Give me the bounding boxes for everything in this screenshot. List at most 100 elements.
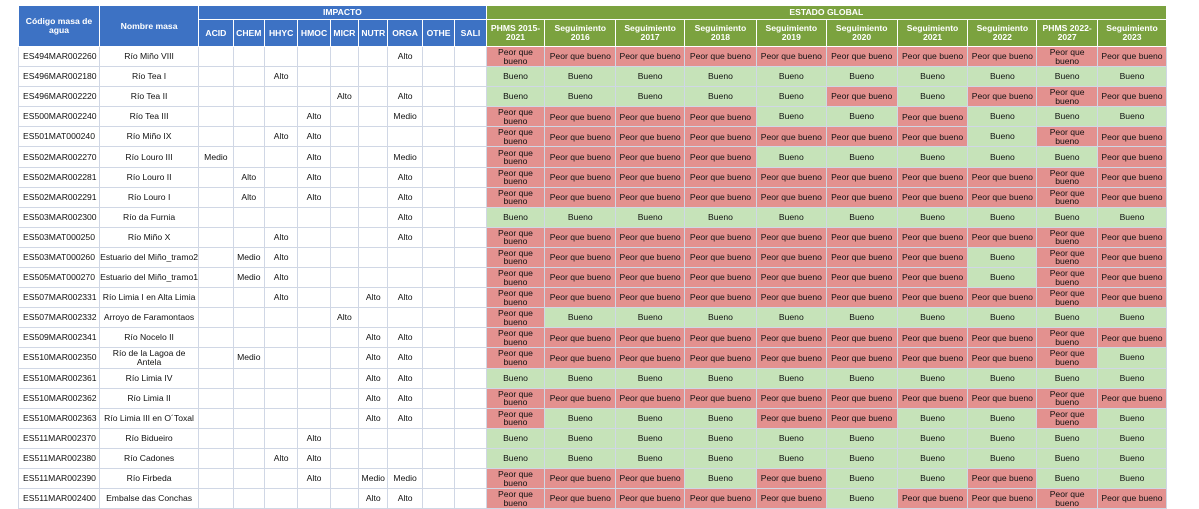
cell-estado: Peor que bueno	[755, 267, 827, 289]
cell-impacto	[454, 45, 487, 68]
cell-estado: Bueno	[967, 307, 1038, 329]
cell-estado: Peor que bueno	[896, 246, 969, 269]
cell-impacto	[454, 367, 487, 389]
cell-estado: Bueno	[1097, 206, 1167, 228]
cell-nombre: Arroyo de Faramontaos	[98, 307, 200, 329]
cell-estado: Bueno	[485, 447, 546, 469]
table-row: ES503MAT000260 Estuario del Miño_tramo2 Me…	[18, 246, 1167, 269]
cell-impacto	[263, 166, 299, 188]
cell-estado: Bueno	[485, 66, 546, 88]
cell-impacto	[358, 267, 389, 289]
cell-estado: Bueno	[896, 407, 969, 429]
cell-estado: Bueno	[615, 447, 686, 469]
cell-estado: Peor que bueno	[967, 166, 1038, 188]
table-row: ES505MAT000270 Estuario del Miño_tramo1 Me…	[18, 267, 1167, 289]
cell-estado: Bueno	[1097, 347, 1167, 369]
cell-estado: Bueno	[896, 66, 969, 88]
cell-impacto	[198, 307, 234, 329]
cell-impacto	[454, 166, 487, 188]
cell-estado: Peor que bueno	[755, 226, 827, 248]
cell-impacto	[329, 367, 360, 389]
cell-estado: Peor que bueno	[755, 347, 827, 369]
header-estado-col: Seguimiento 2018	[684, 19, 757, 47]
table-row: ES511MAR002380 Río Cadones Alto Alto Bueno Bu…	[18, 447, 1167, 469]
cell-impacto: Medio	[232, 246, 265, 269]
cell-nombre: Río Bidueiro	[98, 427, 200, 449]
cell-codigo: ES496MAR002220	[18, 86, 100, 108]
cell-nombre: Río da Furnia	[98, 206, 200, 228]
cell-estado: Peor que bueno	[544, 186, 617, 208]
cell-estado: Peor que bueno	[825, 226, 898, 248]
cell-estado: Peor que bueno	[684, 488, 757, 509]
cell-estado: Peor que bueno	[755, 45, 827, 68]
cell-nombre: Estuario del Miño_tramo1	[98, 267, 200, 289]
cell-estado: Peor que bueno	[1036, 86, 1099, 108]
table-row: ES510MAR002361 Río Limia IV Alto Alto Bueno B…	[18, 367, 1167, 389]
cell-impacto	[263, 86, 299, 108]
table-row: ES502MAR002281 Río Louro II Alto Alto Alto Pe…	[18, 166, 1167, 188]
table-row: ES494MAR002260 Río Miño VIII Alto Peor que …	[18, 45, 1167, 68]
cell-estado: Peor que bueno	[1097, 146, 1167, 168]
cell-estado: Peor que bueno	[485, 106, 546, 128]
table-row: ES509MAR002341 Río Nocelo II Alto Alto Peor …	[18, 327, 1167, 349]
cell-impacto	[232, 367, 265, 389]
cell-estado: Bueno	[1097, 307, 1167, 329]
cell-estado: Peor que bueno	[615, 467, 686, 490]
cell-impacto	[454, 327, 487, 349]
cell-estado: Bueno	[1097, 467, 1167, 490]
cell-estado: Peor que bueno	[684, 126, 757, 148]
cell-estado: Peor que bueno	[825, 287, 898, 309]
cell-impacto: Alto	[297, 106, 331, 128]
cell-impacto	[454, 387, 487, 409]
cell-estado: Bueno	[896, 86, 969, 108]
cell-impacto	[421, 327, 456, 349]
cell-estado: Peor que bueno	[544, 126, 617, 148]
cell-estado: Bueno	[544, 447, 617, 469]
cell-estado: Peor que bueno	[1097, 226, 1167, 248]
header-estado-col: Seguimiento 2017	[615, 19, 686, 47]
cell-estado: Bueno	[896, 146, 969, 168]
cell-impacto	[329, 347, 360, 369]
cell-estado: Peor que bueno	[825, 166, 898, 188]
header-codigo: Código masa de agua	[18, 5, 100, 47]
cell-impacto	[329, 166, 360, 188]
cell-impacto	[358, 246, 389, 269]
cell-impacto: Alto	[387, 45, 423, 68]
cell-impacto	[232, 45, 265, 68]
cell-estado: Peor que bueno	[485, 467, 546, 490]
cell-impacto	[358, 427, 389, 449]
table-row: ES502MAR002270 Río Louro III Medio Alto Medi…	[18, 146, 1167, 168]
cell-impacto	[232, 467, 265, 490]
cell-impacto: Alto	[387, 226, 423, 248]
cell-impacto: Alto	[387, 86, 423, 108]
cell-estado: Peor que bueno	[615, 186, 686, 208]
cell-estado: Bueno	[1097, 407, 1167, 429]
cell-impacto	[198, 186, 234, 208]
cell-impacto: Alto	[297, 166, 331, 188]
cell-impacto	[329, 106, 360, 128]
cell-nombre: Río Louro II	[98, 166, 200, 188]
cell-impacto	[198, 45, 234, 68]
cell-impacto	[421, 307, 456, 329]
cell-estado: Peor que bueno	[896, 226, 969, 248]
cell-impacto: Alto	[358, 407, 389, 429]
cell-impacto	[421, 66, 456, 88]
cell-impacto: Alto	[297, 447, 331, 469]
cell-impacto	[297, 387, 331, 409]
cell-estado: Bueno	[615, 367, 686, 389]
cell-estado: Peor que bueno	[1036, 246, 1099, 269]
cell-estado: Bueno	[755, 367, 827, 389]
cell-codigo: ES510MAR002363	[18, 407, 100, 429]
cell-estado: Peor que bueno	[1036, 126, 1099, 148]
cell-impacto: Alto	[263, 246, 299, 269]
cell-estado: Bueno	[755, 307, 827, 329]
cell-impacto: Alto	[358, 488, 389, 509]
cell-estado: Peor que bueno	[544, 106, 617, 128]
cell-impacto	[329, 206, 360, 228]
cell-impacto	[263, 347, 299, 369]
cell-estado: Peor que bueno	[544, 45, 617, 68]
cell-estado: Peor que bueno	[544, 467, 617, 490]
cell-estado: Peor que bueno	[1036, 327, 1099, 349]
cell-impacto	[329, 246, 360, 269]
cell-impacto	[232, 307, 265, 329]
